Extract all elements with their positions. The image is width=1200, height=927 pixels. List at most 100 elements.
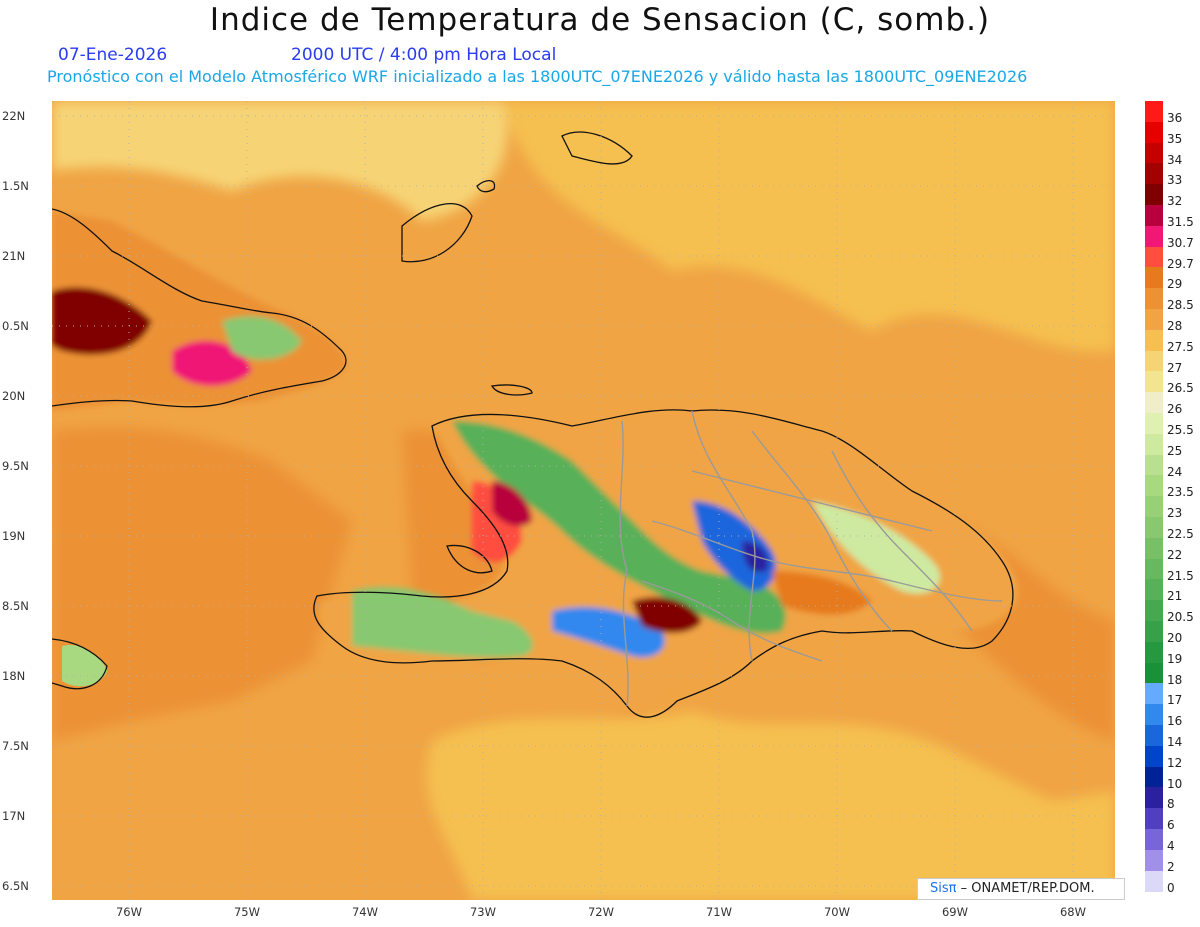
lat-label: 21N (2, 249, 26, 263)
legend-swatch (1145, 517, 1163, 539)
legend-swatch (1145, 309, 1163, 331)
legend-swatch (1145, 433, 1163, 456)
legend-swatch (1145, 288, 1163, 310)
legend-label: 21.5 (1167, 568, 1194, 583)
lat-label: 18N (2, 669, 26, 683)
sis-logo-text: Sisπ (930, 881, 957, 896)
legend-swatch (1145, 600, 1163, 622)
cuba-field (52, 211, 347, 411)
legend-swatch (1145, 725, 1163, 747)
legend-label: 25 (1167, 443, 1183, 458)
lon-label: 72W (587, 905, 614, 919)
legend-swatch (1145, 849, 1163, 872)
lat-label: 9.5N (2, 459, 29, 473)
legend-swatch (1145, 870, 1163, 892)
legend-swatch (1145, 371, 1163, 393)
legend-label: 8 (1167, 797, 1175, 812)
legend-label: 36 (1167, 111, 1183, 125)
lon-label: 70W (823, 905, 850, 919)
legend-swatch (1145, 267, 1163, 289)
forecast-info: Pronóstico con el Modelo Atmosférico WRF… (47, 67, 1028, 86)
legend-label: 28 (1167, 319, 1183, 333)
lon-label: 68W (1059, 905, 1086, 919)
legend-swatch (1145, 329, 1163, 352)
legend-label: 34 (1167, 152, 1183, 167)
province-borders (619, 410, 1003, 707)
legend-swatch (1145, 745, 1163, 768)
credit-org: – ONAMET/REP.DOM. (960, 881, 1095, 896)
lat-label: 1.5N (2, 179, 29, 193)
lat-label: 20N (2, 389, 26, 403)
legend-swatch (1145, 392, 1163, 414)
coastlines (52, 131, 1014, 718)
legend-label: 24 (1167, 464, 1183, 479)
lat-label: 8.5N (2, 599, 29, 613)
lon-label: 74W (351, 905, 378, 919)
legend-swatch (1145, 475, 1163, 497)
legend-swatch (1145, 496, 1163, 518)
legend-swatch (1145, 142, 1163, 164)
time-label: 2000 UTC / 4:00 pm Hora Local (291, 45, 557, 65)
legend-label: 22 (1167, 547, 1183, 562)
legend-label: 23 (1167, 506, 1183, 521)
legend-swatch (1145, 121, 1163, 144)
tortuga-island (490, 384, 533, 396)
legend-label: 25.5 (1167, 423, 1194, 437)
legend-swatch (1145, 413, 1163, 435)
mayaguana-island (476, 180, 496, 193)
map-title: Indice de Temperatura de Sensacion (C, s… (209, 2, 991, 38)
lat-label: 7.5N (2, 739, 29, 753)
legend-swatch (1145, 225, 1163, 248)
legend-label: 10 (1167, 776, 1183, 791)
legend-swatch (1145, 246, 1163, 268)
lon-label: 71W (705, 905, 732, 919)
legend-label: 2 (1167, 859, 1175, 874)
legend-swatch (1145, 808, 1163, 830)
legend-swatch (1145, 350, 1163, 372)
legend-label: 12 (1167, 755, 1183, 770)
legend-label: 21 (1167, 589, 1183, 604)
hispaniola-field (319, 406, 1019, 715)
legend-label: 17 (1167, 693, 1183, 708)
legend-swatch (1145, 641, 1163, 664)
legend-label: 29.7 (1167, 256, 1194, 271)
legend-label: 32 (1167, 194, 1183, 209)
legend-label: 22.5 (1167, 527, 1194, 541)
lon-label: 69W (941, 905, 968, 919)
cuba-coast (52, 208, 347, 408)
graticule (52, 101, 1115, 900)
field-northeast-light (502, 101, 1115, 352)
lon-label: 76W (115, 905, 142, 919)
legend-swatch (1145, 621, 1163, 643)
legend-label: 0 (1167, 880, 1175, 895)
legend-swatch (1145, 537, 1163, 560)
legend-label: 35 (1167, 131, 1183, 146)
legend-label: 30.7 (1167, 235, 1194, 250)
legend-label: 27.5 (1167, 339, 1194, 354)
legend-swatch (1145, 766, 1163, 788)
legend-swatch (1145, 579, 1163, 601)
lat-label: 6.5N (2, 879, 29, 893)
inagua-island (401, 203, 473, 263)
field-west-dark (52, 427, 352, 741)
legend-swatch (1145, 829, 1163, 851)
legend-label: 20 (1167, 631, 1183, 645)
legend-swatch (1145, 787, 1163, 809)
legend-label: 14 (1167, 735, 1183, 749)
field-north-pale (52, 101, 508, 221)
legend-label: 20.5 (1167, 610, 1194, 625)
legend-label: 18 (1167, 672, 1183, 687)
legend-label: 29 (1167, 277, 1183, 292)
legend-swatch (1145, 683, 1163, 705)
legend-swatch (1145, 454, 1163, 476)
legend-label: 6 (1167, 818, 1175, 833)
credit-box: Sisπ – ONAMET/REP.DOM. (917, 878, 1125, 900)
legend-swatch (1145, 101, 1163, 123)
lat-label: 22N (2, 109, 26, 123)
legend-swatch (1145, 704, 1163, 726)
legend-label: 23.5 (1167, 485, 1194, 500)
lat-label: 0.5N (2, 319, 29, 333)
gonave-island (446, 544, 493, 574)
legend-label: 33 (1167, 173, 1183, 188)
heat-index-map (52, 101, 1115, 900)
